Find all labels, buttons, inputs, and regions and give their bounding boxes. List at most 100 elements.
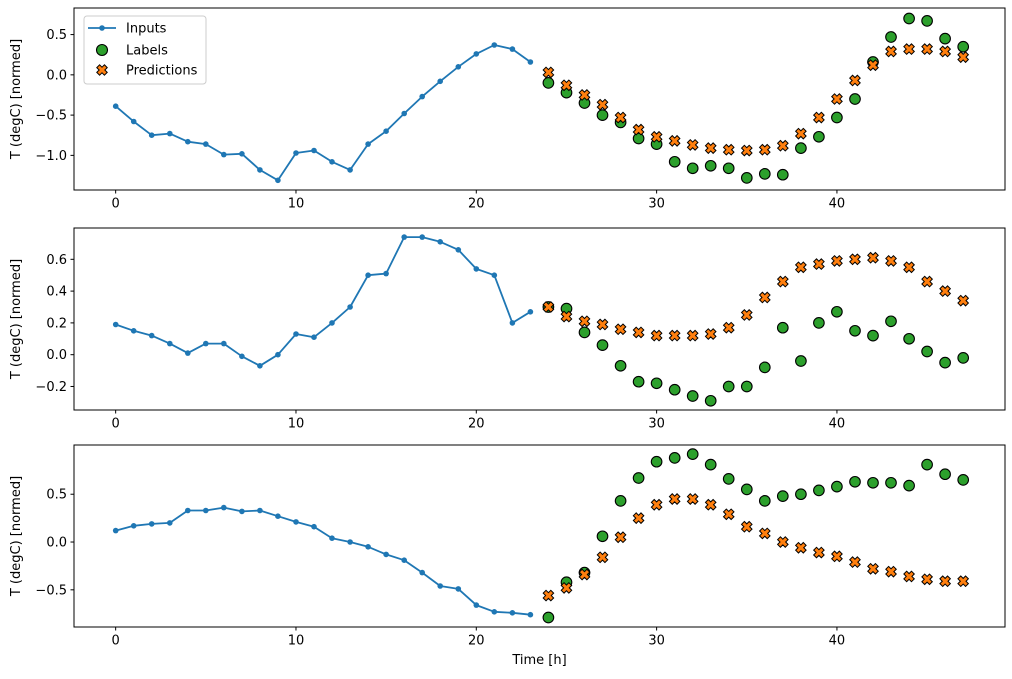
labels-marker [939,32,951,45]
predictions-marker [812,111,825,124]
predictions-series [542,251,970,342]
labels-marker [921,345,933,358]
labels-marker [614,495,627,507]
inputs-point [419,93,426,100]
axes-border [73,444,1006,628]
x-tick-label: 30 [648,417,665,432]
labels-marker [903,332,915,345]
y-tick-label: 0.0 [46,348,67,363]
inputs-point [437,78,444,85]
labels-marker [795,142,807,154]
inputs-point [527,59,534,65]
inputs-line [115,236,531,367]
labels-marker [776,490,789,502]
labels-marker [596,339,609,351]
labels-marker [867,476,879,489]
predictions-marker [740,520,753,533]
predictions-marker [957,51,970,64]
labels-marker [849,93,861,105]
inputs-point [455,64,462,70]
predictions-marker [668,134,681,147]
inputs-point [185,350,191,356]
x-tick-label: 10 [288,197,305,212]
labels-marker [795,488,807,501]
line-dot-icon-dot [99,25,105,31]
labels-marker [542,77,555,89]
axes-border [73,227,1006,411]
predictions-marker [578,315,591,328]
inputs-point [347,539,353,545]
x-axis-label: Time [h] [511,653,566,668]
inputs-point [491,272,498,279]
inputs-point [185,507,191,514]
predictions-marker [849,253,861,266]
predictions-series [542,493,970,602]
predictions-marker [596,98,609,111]
inputs-point [185,138,191,145]
predictions-marker [885,254,897,267]
inputs-point [311,334,317,341]
predictions-marker [542,301,555,313]
inputs-point [509,320,516,326]
legend-item-labels: Labels [95,44,168,59]
y-axis-label: T (degC) [normed] [9,259,24,380]
predictions-marker [614,323,627,336]
labels-marker [776,321,789,334]
inputs-point [148,132,155,138]
predictions-marker [921,275,934,288]
inputs-point [257,507,263,514]
predictions-marker [560,581,573,594]
inputs-point [275,177,281,184]
inputs-point [329,535,335,541]
y-tick-label: −0.5 [35,583,67,598]
inputs-point [311,147,317,154]
predictions-marker [704,142,717,155]
inputs-point [203,507,209,514]
predictions-marker [794,127,807,140]
y-tick-label: 0.5 [46,28,67,43]
inputs-point [329,320,335,326]
predictions-marker [650,498,663,511]
x-tick-label: 20 [468,634,485,649]
predictions-marker [885,565,897,578]
inputs-point [275,513,281,519]
inputs-point [148,521,155,527]
predictions-marker [758,527,771,540]
inputs-point [130,328,137,334]
labels-marker [740,380,753,393]
x-tick-label: 30 [648,634,665,649]
x-tick-label: 0 [112,634,120,649]
labels-marker [686,390,699,402]
x-tick-label: 40 [829,197,846,212]
predictions-marker [957,294,970,307]
y-tick-label: −0.2 [35,380,67,395]
labels-marker [596,530,609,543]
predictions-marker [722,143,735,156]
y-tick-label: 0.5 [46,488,67,503]
labels-marker [849,324,861,337]
predictions-marker [704,328,717,340]
x-tick-label: 40 [829,417,846,432]
labels-marker [957,474,970,486]
inputs-point [167,340,173,347]
predictions-marker [776,139,789,152]
labels-marker [758,168,771,180]
inputs-point [509,46,516,52]
y-tick-label: 0.2 [46,316,67,331]
subplot-3: 0 10 20 30 40 0.5 0.0 −0.5 T (degC) [normed] [9,444,1006,649]
predictions-marker [596,318,609,331]
legend-box [83,15,207,85]
predictions-marker [867,251,879,264]
inputs-point [239,353,245,360]
predictions-marker [614,531,627,544]
predictions-marker [831,254,843,267]
labels-marker [813,484,825,497]
labels-marker [542,611,555,624]
predictions-marker [614,111,627,124]
predictions-marker [921,573,934,586]
inputs-point [383,128,389,134]
inputs-point [239,508,245,515]
x-tick-label: 0 [112,197,120,212]
predictions-marker [794,261,807,274]
predictions-marker [542,66,555,79]
